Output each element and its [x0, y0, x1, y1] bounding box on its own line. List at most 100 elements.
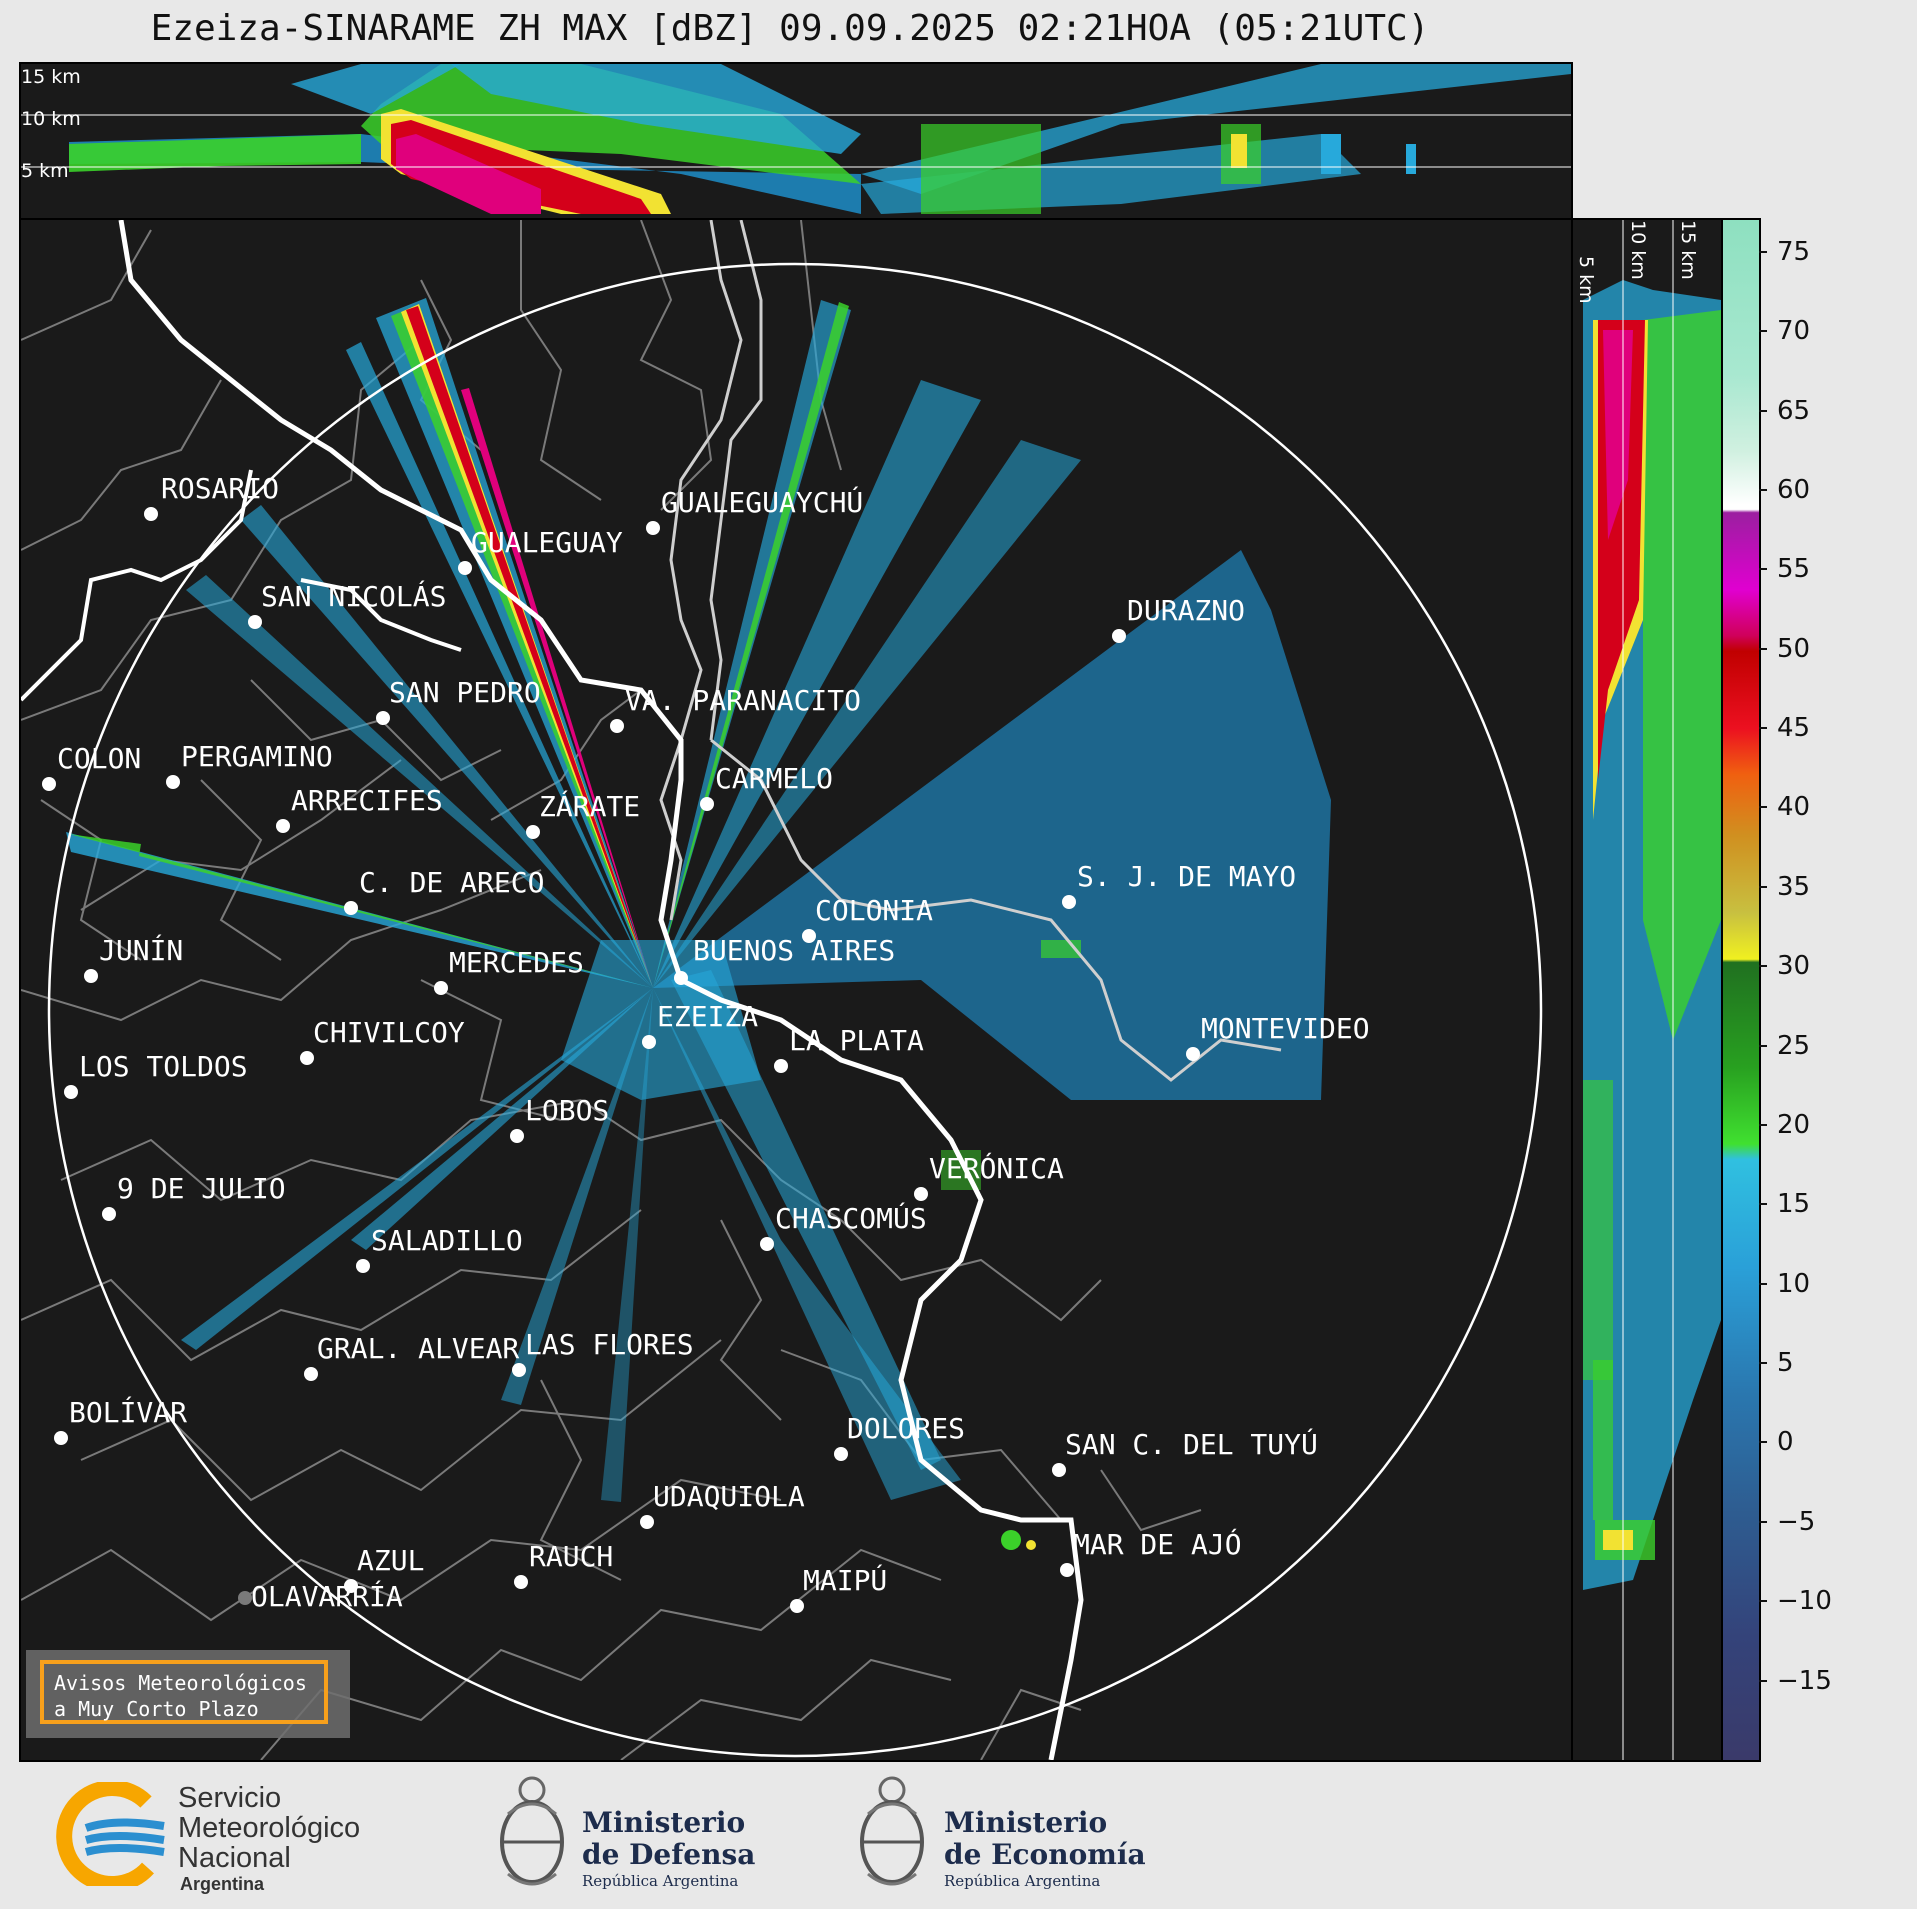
city-label-va-paranacito: VA. PARANACITO: [625, 684, 861, 717]
colorbar-tick-label: 20: [1777, 1109, 1811, 1140]
city-label-veronica: VERÓNICA: [929, 1151, 1064, 1185]
smn-line-2: Meteorológico: [178, 1812, 361, 1844]
city-label-azul: AZUL: [357, 1544, 424, 1577]
aviso-badge[interactable]: Avisos Meteorológicos a Muy Corto Plazo: [26, 1650, 350, 1738]
city-marker-chascomus: [760, 1237, 774, 1251]
city-label-gualeguaychu: GUALEGUAYCHÚ: [661, 485, 863, 519]
city-label-bolivar: BOLÍVAR: [69, 1395, 187, 1429]
footer-logos: Servicio Meteorológico Nacional Argentin…: [0, 1762, 1917, 1909]
smn-line-3: Nacional: [178, 1842, 291, 1874]
economia-line-3: República Argentina: [944, 1872, 1101, 1890]
city-label-junin: JUNÍN: [99, 933, 183, 967]
range-ring: [47, 262, 1543, 1758]
smn-logo-icon: [56, 1782, 165, 1886]
aviso-line-1: Avisos Meteorológicos: [54, 1671, 307, 1695]
colorbar-tick-mark: [1759, 568, 1767, 571]
city-label-rosario: ROSARIO: [161, 472, 279, 505]
side-height-label-10km: 10 km: [1627, 220, 1649, 280]
city-marker-ezeiza: [642, 1035, 656, 1049]
colorbar-tick-label: 65: [1777, 395, 1811, 426]
colorbar-tick-label: 35: [1777, 871, 1811, 902]
chart-title: Ezeiza-SINARAME ZH MAX [dBZ] 09.09.2025 …: [150, 8, 1430, 49]
city-marker-pergamino: [166, 775, 180, 789]
city-label-chascomus: CHASCOMÚS: [775, 1201, 927, 1235]
city-marker-gral-alvear: [304, 1367, 318, 1381]
colorbar-tick-label: 60: [1777, 474, 1811, 505]
city-marker-bolivar: [54, 1431, 68, 1445]
city-label-gral-alvear: GRAL. ALVEAR: [317, 1332, 519, 1365]
city-marker-san-nicolas: [248, 615, 262, 629]
city-marker-mar-de-ajo: [1060, 1563, 1074, 1577]
city-label-arrecifes: ARRECIFES: [291, 784, 443, 817]
city-label-olavarria: OLAVARRÍA: [251, 1579, 403, 1613]
city-marker-colonia: [802, 929, 816, 943]
aviso-frame: Avisos Meteorológicos a Muy Corto Plazo: [40, 1660, 328, 1724]
defensa-line-2: de Defensa: [582, 1838, 756, 1871]
city-marker-colon: [42, 777, 56, 791]
city-marker-rosario: [144, 507, 158, 521]
city-marker-la-plata: [774, 1059, 788, 1073]
city-marker-carmelo: [700, 797, 714, 811]
colorbar-tick-mark: [1759, 488, 1767, 491]
city-label-gualeguay: GUALEGUAY: [471, 526, 623, 559]
city-markers: [42, 507, 1200, 1613]
colorbar-tick-mark: [1759, 885, 1767, 888]
colorbar-tick-mark: [1759, 1123, 1767, 1126]
city-label-los-toldos: LOS TOLDOS: [79, 1050, 248, 1083]
smn-line-4: Argentina: [180, 1874, 265, 1894]
colorbar-tick-mark: [1759, 1362, 1767, 1365]
defensa-shield-icon: [500, 1776, 564, 1886]
colorbar-tick-label: −10: [1777, 1586, 1832, 1617]
colorbar-tick-mark: [1759, 250, 1767, 253]
city-label-lobos: LOBOS: [525, 1094, 609, 1127]
city-marker-lobos: [510, 1129, 524, 1143]
colorbar-tick-label: 40: [1777, 792, 1811, 823]
city-label-9-de-julio: 9 DE JULIO: [117, 1172, 286, 1205]
side-height-label-5km: 5 km: [1575, 256, 1597, 304]
city-label-saladillo: SALADILLO: [371, 1224, 523, 1257]
colorbar-tick-mark: [1759, 409, 1767, 412]
city-marker-chivilcoy: [300, 1051, 314, 1065]
side-height-profile-panel: 5 km 10 km 15 km: [1571, 218, 1723, 1762]
city-label-maipu: MAIPÚ: [803, 1563, 887, 1597]
city-marker-gualeguaychu: [646, 521, 660, 535]
city-marker-buenos-aires: [674, 971, 688, 985]
city-marker-va-paranacito: [610, 719, 624, 733]
city-label-carmelo: CARMELO: [715, 762, 833, 795]
city-marker-gualeguay: [458, 561, 472, 575]
defensa-line-1: Ministerio: [582, 1806, 746, 1839]
city-marker-s-j-de-mayo: [1062, 895, 1076, 909]
city-label-zarate: ZÁRATE: [539, 789, 640, 823]
city-marker-zarate: [526, 825, 540, 839]
colorbar-tick-label: 45: [1777, 713, 1811, 744]
city-marker-9-de-julio: [102, 1207, 116, 1221]
colorbar-tick-label: 10: [1777, 1268, 1811, 1299]
colorbar-tick-label: 30: [1777, 951, 1811, 982]
city-label-rauch: RAUCH: [529, 1540, 613, 1573]
city-label-montevideo: MONTEVIDEO: [1201, 1012, 1370, 1045]
city-label-colonia: COLONIA: [815, 894, 933, 927]
top-height-label-5km: 5 km: [21, 160, 69, 182]
colorbar-tick-label: 55: [1777, 554, 1811, 585]
colorbar-tick-label: 25: [1777, 1030, 1811, 1061]
top-height-label-10km: 10 km: [21, 108, 81, 130]
colorbar-tick-mark: [1759, 806, 1767, 809]
city-marker-san-c-del-tuyu: [1052, 1463, 1066, 1477]
city-label-dolores: DOLORES: [847, 1412, 965, 1445]
city-marker-udaquiola: [640, 1515, 654, 1529]
colorbar-ticks: 75 70 65 60 55 50 45 40 35 30 25 20 15 10 5 0 −5 −10 −15: [1759, 218, 1879, 1762]
dbz-colorbar: [1721, 218, 1761, 1762]
colorbar-tick-mark: [1759, 1044, 1767, 1047]
defensa-line-3: República Argentina: [582, 1872, 739, 1890]
radar-map-panel: ROSARIO GUALEGUAYCHÚ GUALEGUAY SAN NICOLÁS D…: [19, 218, 1573, 1762]
radar-map-svg: ROSARIO GUALEGUAYCHÚ GUALEGUAY SAN NICOLÁS D…: [21, 220, 1543, 1760]
colorbar-tick-label: 75: [1777, 236, 1811, 267]
city-label-san-c-del-tuyu: SAN C. DEL TUYÚ: [1065, 1427, 1318, 1461]
city-marker-azul: [344, 1579, 358, 1593]
city-label-s-j-de-mayo: S. J. DE MAYO: [1077, 860, 1296, 893]
city-marker-dolores: [834, 1447, 848, 1461]
colorbar-tick-mark: [1759, 1203, 1767, 1206]
colorbar-tick-label: 15: [1777, 1189, 1811, 1220]
colorbar-tick-mark: [1759, 1441, 1767, 1444]
city-label-san-pedro: SAN PEDRO: [389, 676, 541, 709]
